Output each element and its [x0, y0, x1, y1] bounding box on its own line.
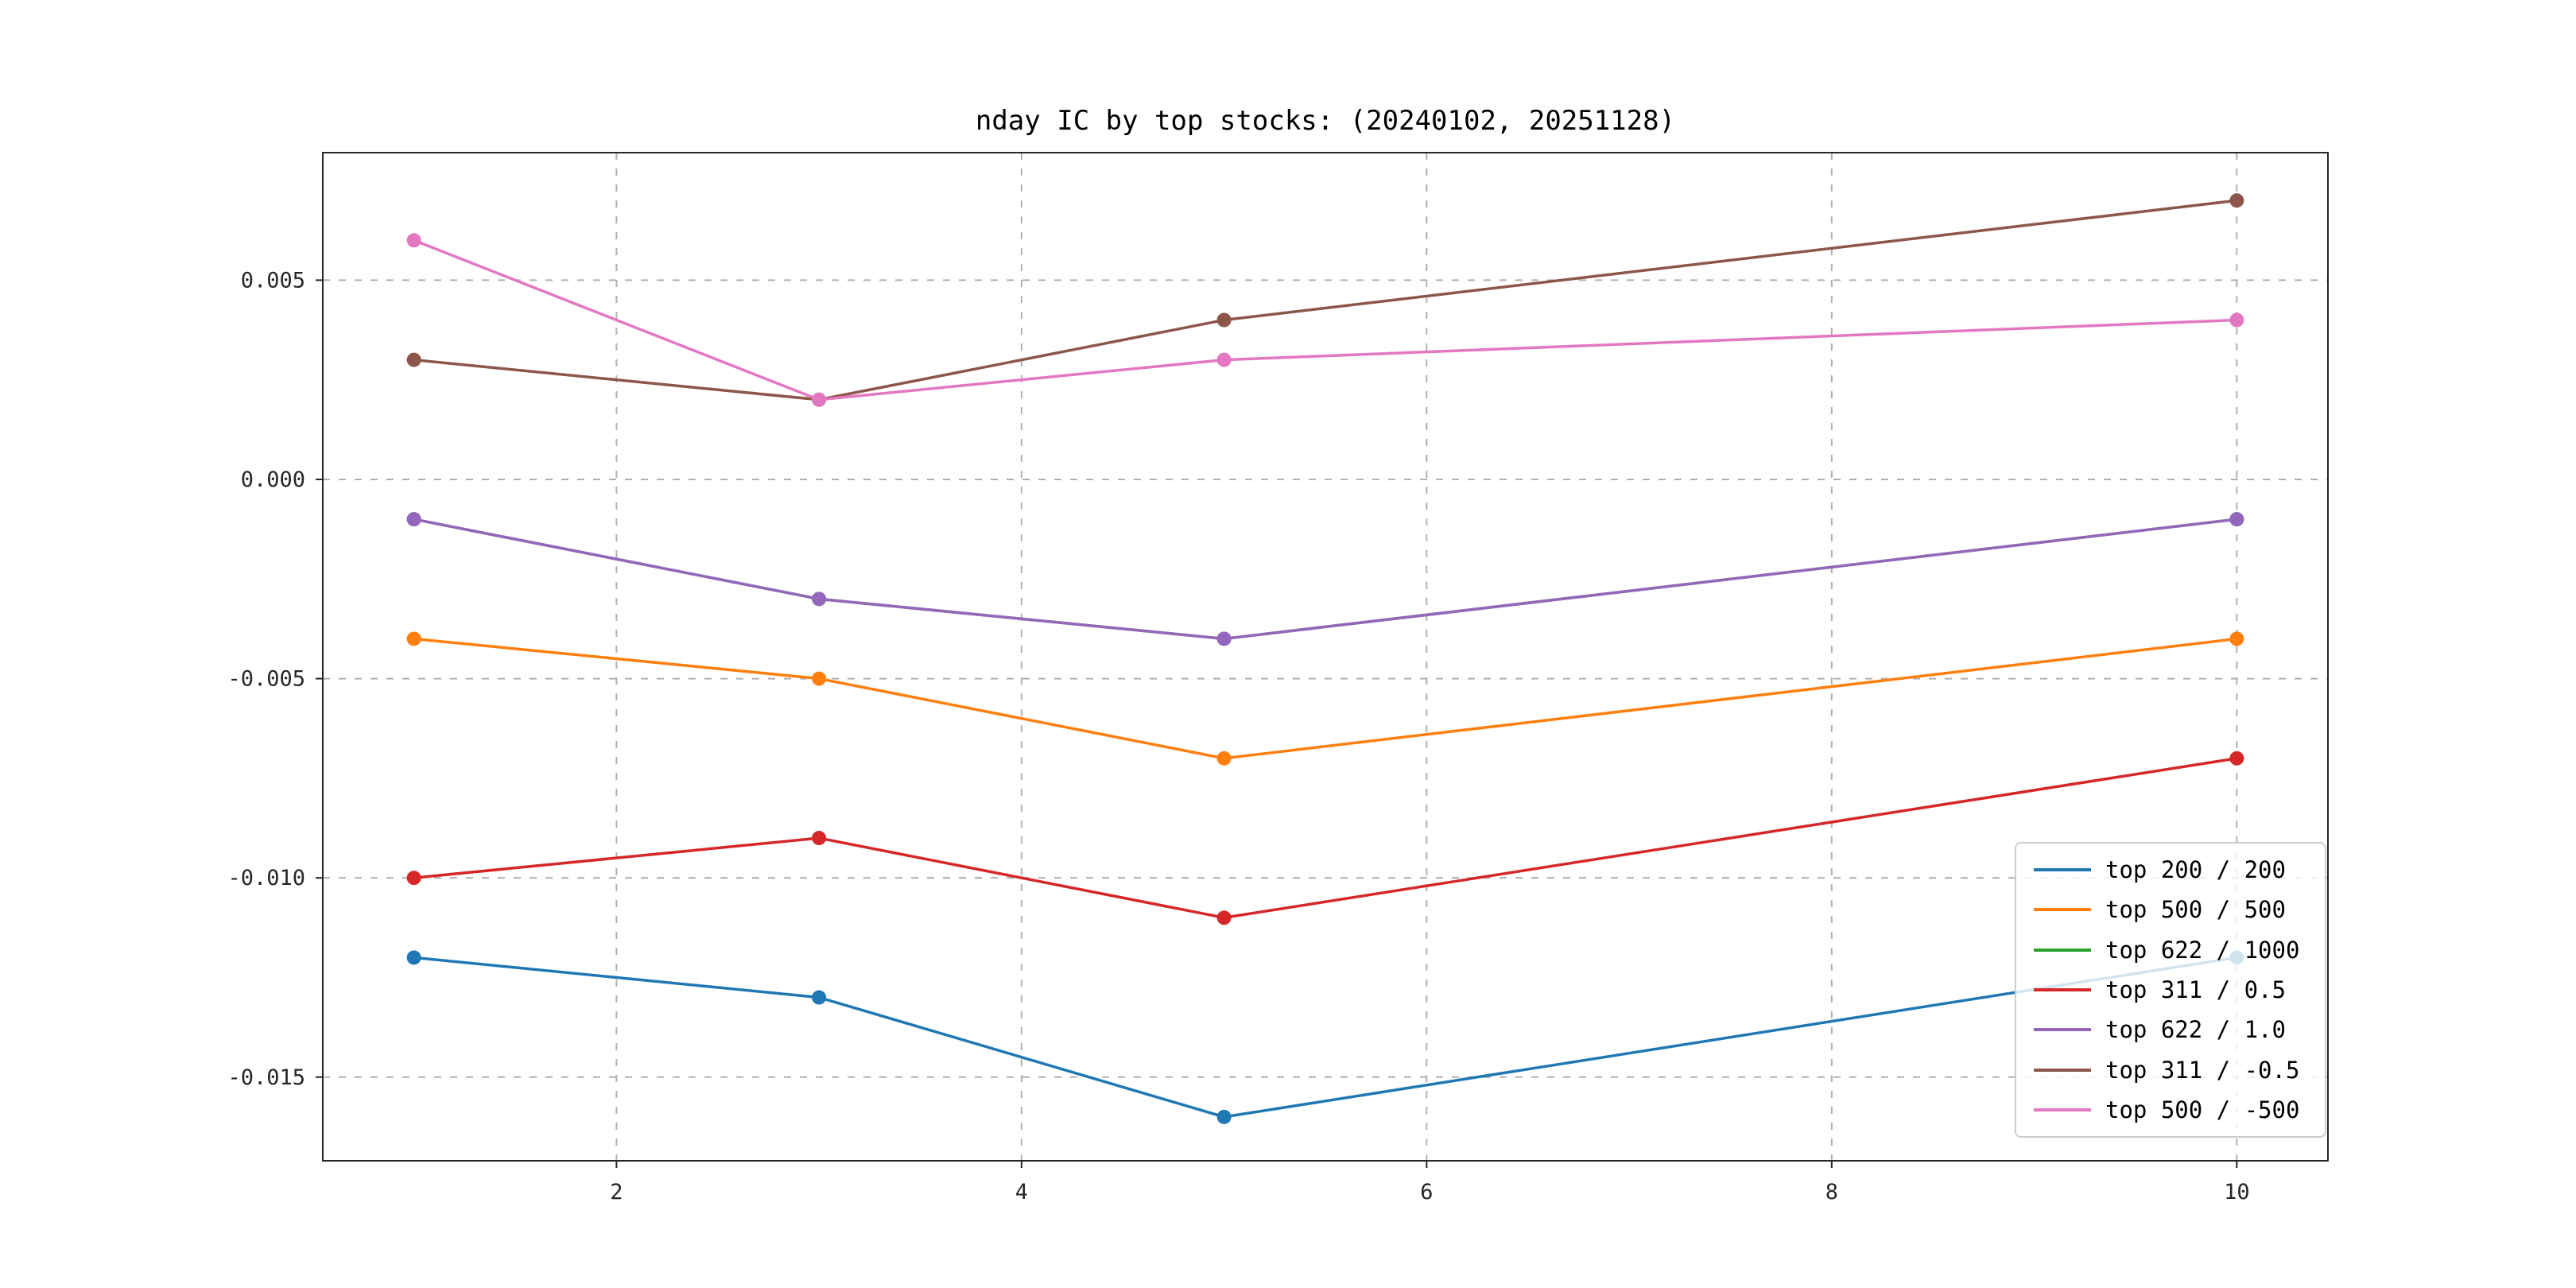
- legend-label: top 500 / 500: [2105, 896, 2286, 924]
- series-line: [412, 518, 2239, 641]
- legend-line-sample: [2034, 948, 2091, 952]
- legend-item: top 622 / 1.0: [2016, 1016, 2325, 1043]
- series-marker: [812, 990, 827, 1005]
- series-marker: [406, 950, 421, 965]
- legend-line-sample: [2034, 908, 2091, 912]
- series-line: [412, 518, 2239, 641]
- series-marker: [1216, 1109, 1232, 1124]
- series-marker: [2229, 631, 2244, 646]
- series-marker: [1216, 352, 1232, 367]
- series-line: [412, 757, 2239, 920]
- x-tick-label: 6: [1420, 1180, 1433, 1205]
- legend-label: top 311 / -0.5: [2105, 1056, 2300, 1084]
- y-tick-label: 0.000: [241, 467, 305, 492]
- legend-line-sample: [2034, 1108, 2091, 1111]
- series-marker: [2229, 751, 2244, 766]
- series-marker: [406, 631, 421, 646]
- y-tick-label: -0.015: [227, 1065, 305, 1090]
- chart-title: nday IC by top stocks: (20240102, 202511…: [975, 105, 1676, 137]
- series-line: [412, 239, 2239, 402]
- series-marker: [2229, 512, 2244, 527]
- legend-item: top 500 / -500: [2016, 1096, 2325, 1123]
- legend-label: top 200 / 200: [2105, 856, 2286, 884]
- series-marker: [812, 671, 827, 686]
- legend-line-sample: [2034, 1068, 2091, 1072]
- y-tick-label: -0.005: [227, 667, 305, 692]
- series-line: [412, 956, 2239, 1119]
- series-marker: [812, 592, 827, 607]
- series-marker: [812, 831, 827, 846]
- x-tick-label: 4: [1015, 1180, 1028, 1205]
- series-marker: [406, 871, 421, 886]
- legend-label: top 622 / 1000: [2105, 936, 2300, 964]
- series-marker: [1216, 312, 1232, 328]
- legend-item: top 311 / 0.5: [2016, 976, 2325, 1003]
- series-marker: [1216, 910, 1232, 925]
- legend: top 200 / 200 top 500 / 500 top 622 / 1000…: [2015, 842, 2326, 1138]
- series-line: [412, 199, 2239, 402]
- legend-item: top 311 / -0.5: [2016, 1057, 2325, 1084]
- series-marker: [406, 352, 421, 367]
- legend-line-sample: [2034, 1028, 2091, 1032]
- axes-border: [322, 152, 2329, 1162]
- legend-line-sample: [2034, 987, 2091, 991]
- series-marker: [1216, 631, 1232, 646]
- series-marker: [1216, 751, 1232, 766]
- legend-label: top 500 / -500: [2105, 1096, 2300, 1123]
- legend-item: top 622 / 1000: [2016, 937, 2325, 964]
- x-tick-label: 8: [1825, 1180, 1838, 1205]
- x-tick-label: 10: [2224, 1180, 2250, 1205]
- legend-label: top 622 / 1.0: [2105, 1016, 2286, 1044]
- x-tick-label: 2: [610, 1180, 623, 1205]
- legend-item: top 200 / 200: [2016, 856, 2325, 883]
- series-marker: [406, 512, 421, 527]
- series-marker: [406, 233, 421, 248]
- legend-line-sample: [2034, 868, 2091, 872]
- series-marker: [2229, 193, 2244, 208]
- series-marker: [812, 392, 827, 407]
- series-marker: [2229, 312, 2244, 328]
- y-tick-label: -0.010: [227, 866, 305, 890]
- series-line: [412, 637, 2239, 760]
- legend-label: top 311 / 0.5: [2105, 976, 2286, 1003]
- legend-item: top 500 / 500: [2016, 896, 2325, 923]
- y-tick-label: 0.005: [241, 268, 305, 293]
